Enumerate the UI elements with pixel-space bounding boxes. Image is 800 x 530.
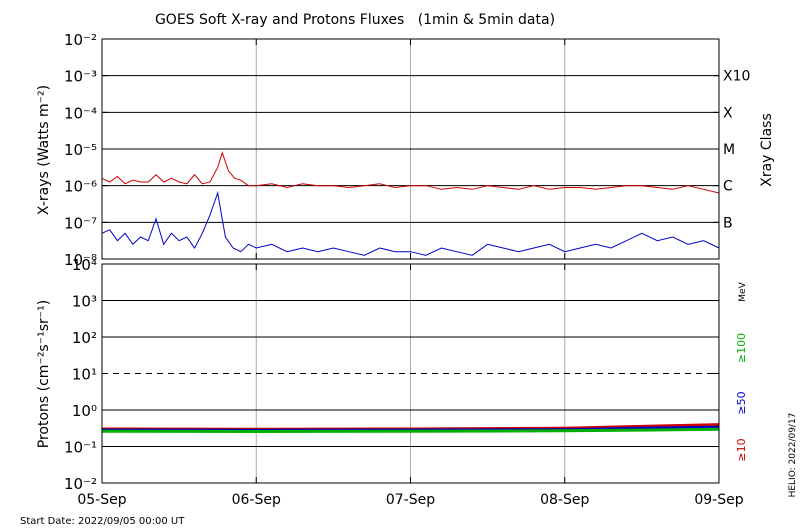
proton-series-group	[101, 423, 720, 434]
proton-y-tick-label: 10¹	[72, 366, 97, 384]
chart-title: GOES Soft X-ray and Protons Fluxes (1min…	[155, 12, 555, 28]
proton-y-tick-label: 10²	[72, 329, 97, 347]
xray-grid	[102, 38, 719, 260]
xray-class-title: Xray Class	[759, 113, 775, 187]
proton-series-line	[101, 427, 720, 434]
x-tick-label: 09-Sep	[694, 492, 743, 508]
xray-y-tick-label: 10⁻⁴	[64, 104, 97, 122]
x-tick-label: 08-Sep	[540, 492, 589, 508]
xray-class-label: X10	[723, 69, 750, 85]
proton-y-tick-labels: 10⁴ 10³ 10² 10¹ 10⁰ 10⁻¹ 10⁻²	[64, 256, 97, 493]
xray-y-tick-label: 10⁻⁶	[64, 178, 97, 196]
proton-y-tick-label: 10³	[72, 293, 97, 311]
proton-y-tick-label: 10⁻²	[64, 475, 97, 493]
xray-y-tick-labels: 10⁻² 10⁻³ 10⁻⁴ 10⁻⁵ 10⁻⁶ 10⁻⁷ 10⁻⁸	[64, 31, 97, 269]
xray-y-tick-label: 10⁻³	[64, 68, 97, 86]
xray-y-tick-label: 10⁻⁷	[64, 214, 97, 232]
proton-y-tick-label: 10⁻¹	[64, 439, 97, 457]
x-tick-label: 05-Sep	[77, 492, 126, 508]
xray-y-tick-label: 10⁻²	[64, 31, 97, 49]
xray-class-labels: X10 X M C B	[723, 69, 750, 232]
proton-legend: ≥100 ≥50 ≥10	[735, 333, 748, 462]
credit-label: HELIO: 2022/09/17	[788, 413, 798, 498]
x-tick-label: 06-Sep	[232, 492, 281, 508]
xray-class-label: C	[723, 179, 733, 195]
xray-y-tick-label: 10⁻⁵	[64, 141, 97, 159]
xray-series-line	[101, 151, 720, 194]
xray-class-label: X	[723, 105, 733, 121]
x-axis-tick-labels: 05-Sep 06-Sep 07-Sep 08-Sep 09-Sep	[77, 39, 744, 508]
xray-class-label: M	[723, 142, 735, 158]
proton-legend-label: ≥10	[735, 438, 748, 461]
xray-y-axis-label: X-rays (Watts m⁻²)	[36, 85, 52, 215]
x-tick-label: 07-Sep	[386, 492, 435, 508]
xray-series-group	[101, 151, 720, 256]
proton-grid	[102, 263, 719, 484]
proton-y-tick-label: 10⁰	[72, 402, 97, 420]
xray-y-tick-label: 10⁻⁸	[64, 251, 97, 269]
proton-y-tick-label: 10⁴	[72, 256, 97, 274]
xray-series-line	[101, 191, 720, 256]
proton-legend-label: ≥100	[735, 333, 748, 363]
proton-unit-label: MeV	[738, 281, 748, 301]
xray-class-label: B	[723, 215, 733, 231]
start-date-label: Start Date: 2022/09/05 00:00 UT	[20, 516, 185, 527]
proton-legend-label: ≥50	[735, 391, 748, 414]
proton-y-axis-label: Protons (cm⁻²s⁻¹sr⁻¹)	[36, 300, 52, 449]
